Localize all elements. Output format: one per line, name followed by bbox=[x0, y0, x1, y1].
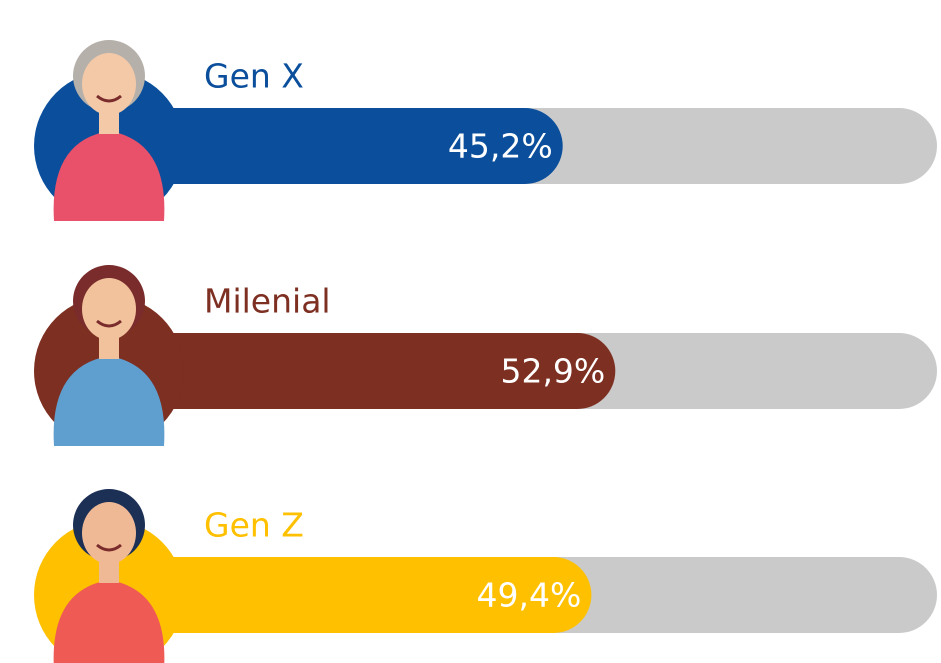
avatar bbox=[53, 40, 165, 221]
bar bbox=[110, 108, 563, 184]
avatar-body bbox=[53, 131, 165, 221]
avatar bbox=[53, 489, 165, 663]
avatar-face bbox=[82, 278, 136, 340]
avatar-face bbox=[82, 53, 136, 115]
category-label: Milenial bbox=[204, 282, 331, 321]
avatar-face bbox=[82, 502, 136, 564]
avatar-neck bbox=[99, 333, 119, 359]
avatar-neck bbox=[99, 108, 119, 134]
category-label: Gen X bbox=[204, 57, 304, 96]
avatar-body bbox=[53, 580, 165, 663]
value-label: 49,4% bbox=[477, 576, 582, 615]
avatar-smile bbox=[96, 543, 122, 552]
bar bbox=[110, 333, 616, 409]
bar bbox=[110, 557, 592, 633]
avatar-smile bbox=[96, 94, 122, 103]
category-label: Gen Z bbox=[204, 506, 304, 545]
avatar-body bbox=[53, 356, 165, 446]
value-label: 52,9% bbox=[500, 352, 605, 391]
avatar-neck bbox=[99, 557, 119, 583]
value-label: 45,2% bbox=[448, 127, 553, 166]
avatar bbox=[53, 265, 165, 446]
avatar-smile bbox=[96, 319, 122, 328]
